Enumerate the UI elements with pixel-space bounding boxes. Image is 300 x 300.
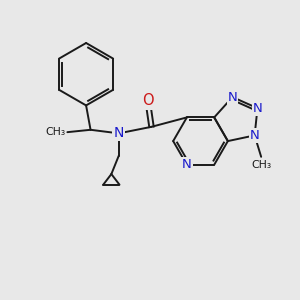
Text: CH₃: CH₃: [252, 160, 272, 170]
Text: N: N: [228, 91, 237, 103]
Text: N: N: [182, 158, 192, 171]
Text: N: N: [253, 102, 262, 115]
Text: N: N: [250, 129, 260, 142]
Text: N: N: [253, 102, 262, 115]
Text: N: N: [250, 129, 260, 142]
Text: N: N: [228, 91, 237, 103]
Text: CH₃: CH₃: [46, 127, 66, 137]
Text: N: N: [182, 158, 192, 171]
Text: O: O: [142, 94, 154, 109]
Text: O: O: [142, 94, 154, 109]
Text: N: N: [114, 126, 124, 140]
